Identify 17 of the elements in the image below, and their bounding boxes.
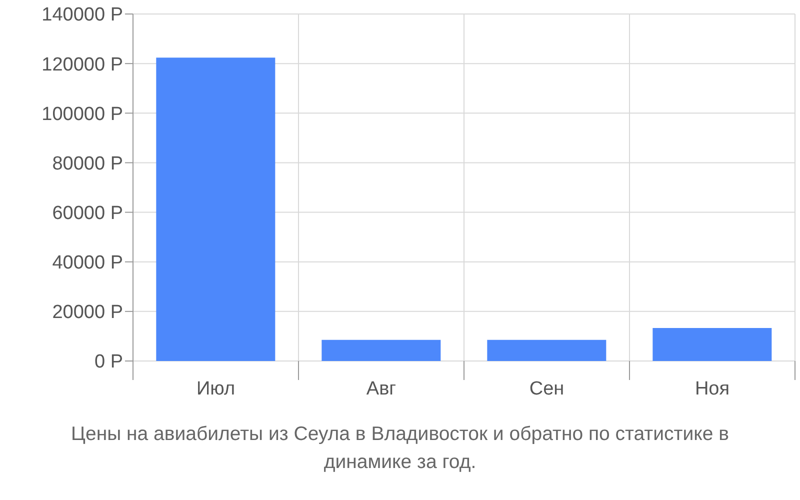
text: Цены на авиабилеты из Сеула в Владивосток и обратно по статистике в динамике за год. [70,422,730,475]
x-tick-label: Ноя [694,378,730,400]
bar [487,340,606,361]
y-tick-label: 120000 Р [42,54,123,76]
y-tick-label: 80000 Р [52,153,123,174]
y-tick-label: 40000 Р [52,252,123,274]
bar [156,58,276,361]
y-tick-label: 0 Р [94,352,123,373]
y-tick-label: 140000 Р [42,4,123,26]
x-tick-label: Сен [529,378,564,400]
x-tick-label: Авг [366,378,396,400]
bar [652,328,772,361]
y-tick-label: 60000 Р [52,203,123,224]
y-tick-label: 100000 Р [42,104,123,125]
bar [322,340,441,361]
y-tick-label: 20000 Р [52,302,123,324]
x-tick-label: Июл [196,378,236,400]
